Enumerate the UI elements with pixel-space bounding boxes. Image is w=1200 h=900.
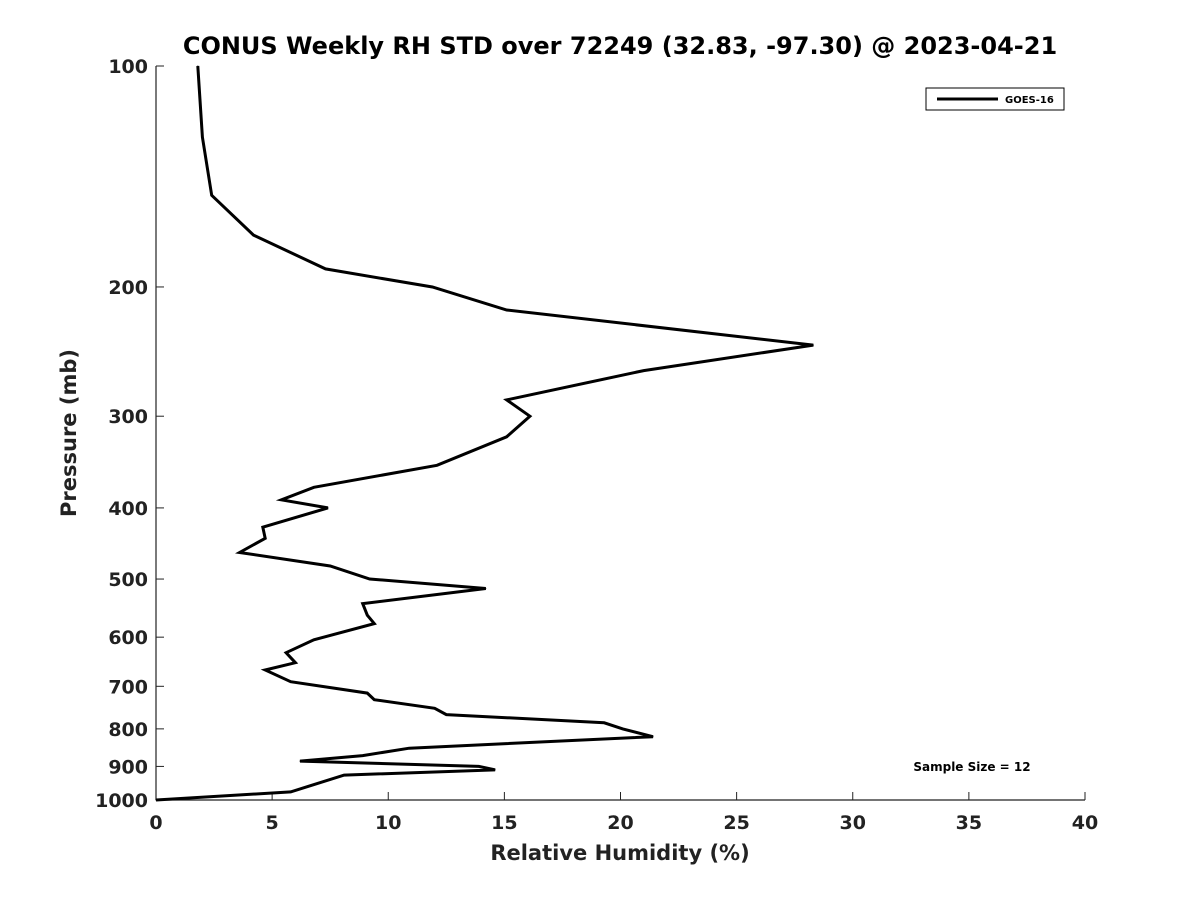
data-point	[313, 486, 315, 488]
series-line-0	[155, 65, 814, 802]
data-point	[290, 791, 292, 793]
data-point	[362, 603, 364, 605]
chart-title: CONUS Weekly RH STD over 72249 (32.83, -…	[183, 32, 1057, 60]
data-point	[264, 537, 266, 539]
data-point	[299, 760, 301, 762]
data-point	[253, 234, 254, 236]
data-point	[485, 588, 487, 589]
data-point	[478, 765, 480, 767]
sample-size-annotation: Sample Size = 12	[913, 760, 1030, 774]
data-point	[622, 728, 624, 730]
data-point	[239, 552, 241, 553]
x-axis-label: Relative Humidity (%)	[490, 841, 749, 865]
data-point	[494, 769, 496, 771]
data-point	[436, 464, 438, 466]
data-point	[529, 415, 531, 417]
data-point	[197, 65, 199, 67]
y-tick-label: 700	[108, 676, 148, 698]
data-point	[211, 194, 213, 196]
y-tick-label: 500	[108, 569, 148, 591]
y-tick-label: 900	[108, 756, 148, 778]
data-point	[506, 436, 508, 438]
x-tick-label: 10	[375, 812, 401, 834]
data-point	[311, 784, 313, 786]
data-point	[285, 652, 287, 654]
y-tick-label: 300	[108, 406, 148, 428]
x-tick-label: 30	[840, 812, 866, 834]
data-point	[408, 747, 410, 749]
data-point	[445, 714, 447, 716]
data-point	[362, 755, 364, 757]
y-tick-label: 800	[108, 719, 148, 741]
data-point	[313, 639, 315, 641]
x-tick-label: 25	[723, 812, 749, 834]
data-point	[343, 774, 345, 776]
data-point	[643, 370, 645, 372]
x-tick-label: 20	[607, 812, 633, 834]
y-axis-label: Pressure (mb)	[57, 349, 81, 517]
data-point	[280, 499, 282, 501]
y-axis-ticks: 100 200 300 400 500 600 700 800 900 1000	[95, 56, 164, 812]
series-group	[155, 65, 814, 802]
data-point	[603, 722, 605, 724]
data-point	[366, 692, 368, 694]
data-point	[652, 736, 654, 738]
data-point	[369, 578, 371, 580]
data-point	[155, 799, 157, 801]
data-point	[264, 669, 266, 671]
y-tick-label: 200	[108, 277, 148, 299]
y-tick-label: 100	[108, 56, 148, 78]
x-tick-label: 5	[266, 812, 279, 834]
y-tick-label: 600	[108, 627, 148, 649]
data-point	[294, 662, 296, 664]
data-point	[812, 344, 814, 346]
data-point	[329, 565, 331, 567]
legend-label-goes-16: GOES-16	[1005, 95, 1054, 106]
data-point	[290, 681, 292, 683]
legend: GOES-16	[925, 87, 1065, 111]
data-point	[201, 136, 203, 138]
x-tick-label: 0	[149, 812, 162, 834]
data-point	[373, 699, 375, 701]
data-point	[325, 268, 326, 270]
data-point	[262, 526, 264, 528]
data-point	[366, 614, 368, 616]
y-tick-label: 1000	[95, 790, 148, 812]
y-tick-label: 400	[108, 498, 148, 520]
x-tick-label: 35	[956, 812, 982, 834]
data-point	[431, 286, 433, 288]
data-point	[506, 399, 508, 401]
data-point	[373, 623, 375, 625]
data-point	[506, 309, 508, 311]
x-tick-label: 40	[1072, 812, 1098, 834]
data-point	[434, 707, 436, 709]
axes	[155, 66, 1085, 801]
data-point	[327, 507, 329, 509]
x-tick-label: 15	[491, 812, 517, 834]
x-axis-ticks: 0 5 10 15 20 25 30 35 40	[149, 792, 1098, 834]
